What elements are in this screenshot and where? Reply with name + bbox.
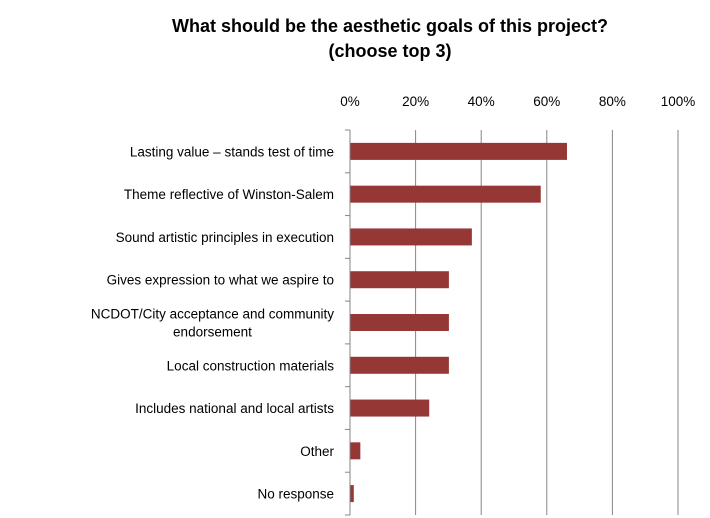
tick-label: 0% [340, 94, 360, 109]
bar [350, 185, 541, 203]
bar [350, 442, 361, 460]
category-label: Theme reflective of Winston-Salem [124, 187, 334, 202]
category-label: NCDOT/City acceptance and community [91, 307, 334, 322]
chart-title-line-2: (choose top 3) [328, 41, 452, 61]
category-label: Other [300, 444, 334, 459]
category-label: Local construction materials [167, 358, 335, 373]
bar [350, 271, 449, 289]
bar [350, 314, 449, 331]
category-labels: Lasting value – stands test of time Theme… [91, 144, 335, 501]
bars [350, 142, 567, 503]
tick-label: 80% [599, 94, 626, 109]
category-label: Gives expression to what we aspire to [107, 273, 334, 288]
bar [350, 485, 354, 503]
chart-title-line-1: What should be the aesthetic goals of th… [171, 16, 609, 36]
tick-label: 100% [661, 94, 696, 109]
tick-label: 40% [468, 94, 495, 109]
category-label: No response [257, 487, 334, 502]
bar [350, 399, 430, 417]
value-tick-labels: 0% 20% 40% 60% 80% 100% [340, 94, 695, 109]
chart-title: What should be the aesthetic goals of th… [0, 14, 710, 64]
category-axis [345, 129, 351, 516]
tick-label: 20% [402, 94, 429, 109]
tick-label: 60% [533, 94, 560, 109]
bar [350, 228, 472, 246]
bar [350, 142, 567, 160]
category-label: Sound artistic principles in execution [116, 230, 334, 245]
category-label: Lasting value – stands test of time [130, 144, 334, 159]
bar [350, 356, 449, 374]
category-label: endorsement [173, 325, 252, 340]
category-label: Includes national and local artists [135, 401, 334, 416]
